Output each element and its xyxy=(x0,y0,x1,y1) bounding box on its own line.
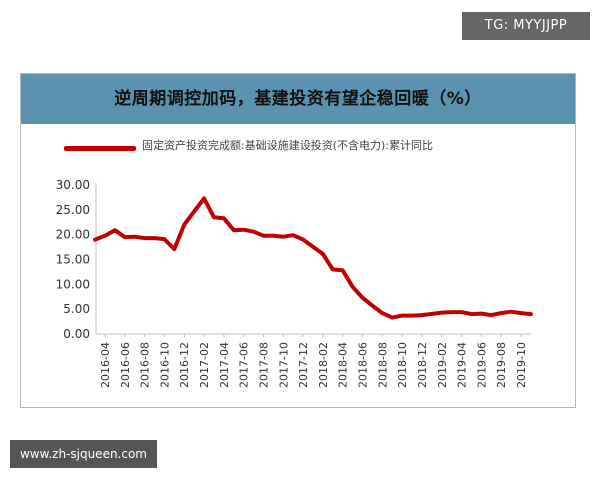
series-line xyxy=(93,196,533,320)
x-tick-label: 2016-12 xyxy=(178,342,191,388)
watermark-badge: TG: MYYJJPP xyxy=(462,12,590,40)
title-bar: 逆周期调控加码，基建投资有望企稳回暖（%） xyxy=(21,74,575,124)
x-tick-label: 2018-06 xyxy=(357,342,370,388)
x-tick-label: 2018-04 xyxy=(337,342,350,388)
y-tick-label: 30.00 xyxy=(56,178,90,192)
x-tick-label: 2018-08 xyxy=(376,342,389,388)
x-tick-label: 2017-02 xyxy=(198,342,211,388)
legend-label: 固定资产投资完成额:基础设施建设投资(不含电力):累计同比 xyxy=(142,139,433,152)
legend-swatch xyxy=(64,146,136,151)
x-tick-label: 2016-06 xyxy=(119,342,132,388)
x-tick-label: 2017-06 xyxy=(238,342,251,388)
x-tick-label: 2019-02 xyxy=(436,342,449,388)
y-tick-label: 25.00 xyxy=(56,203,90,217)
x-tick-label: 2018-10 xyxy=(396,342,409,388)
x-tick-label: 2019-06 xyxy=(475,342,488,388)
x-tick-label: 2017-12 xyxy=(297,342,310,388)
y-tick-label: 0.00 xyxy=(63,327,90,341)
chart-panel: 逆周期调控加码，基建投资有望企稳回暖（%） 固定资产投资完成额:基础设施建设投资… xyxy=(20,73,576,408)
website-watermark: www.zh-sjqueen.com xyxy=(10,440,157,468)
x-tick-label: 2016-04 xyxy=(99,342,112,388)
x-tick-label: 2016-10 xyxy=(158,342,171,388)
x-tick-label: 2019-10 xyxy=(515,342,528,388)
y-tick-label: 10.00 xyxy=(56,277,90,291)
y-tick-label: 20.00 xyxy=(56,228,90,242)
x-tick-label: 2016-08 xyxy=(139,342,152,388)
chart-title: 逆周期调控加码，基建投资有望企稳回暖（%） xyxy=(114,89,482,109)
x-tick-label: 2018-12 xyxy=(416,342,429,388)
y-tick-label: 5.00 xyxy=(63,302,90,316)
x-tick-label: 2017-10 xyxy=(277,342,290,388)
x-tick-label: 2019-04 xyxy=(456,342,469,388)
y-tick-label: 15.00 xyxy=(56,253,90,267)
x-tick-label: 2019-08 xyxy=(495,342,508,388)
x-tick-label: 2017-08 xyxy=(257,342,270,388)
x-tick-label: 2018-02 xyxy=(317,342,330,388)
line-chart: 0.00 5.00 10.00 15.00 20.00 25.00 30.00 2016-04… xyxy=(56,178,533,388)
x-tick-label: 2017-04 xyxy=(218,342,231,388)
